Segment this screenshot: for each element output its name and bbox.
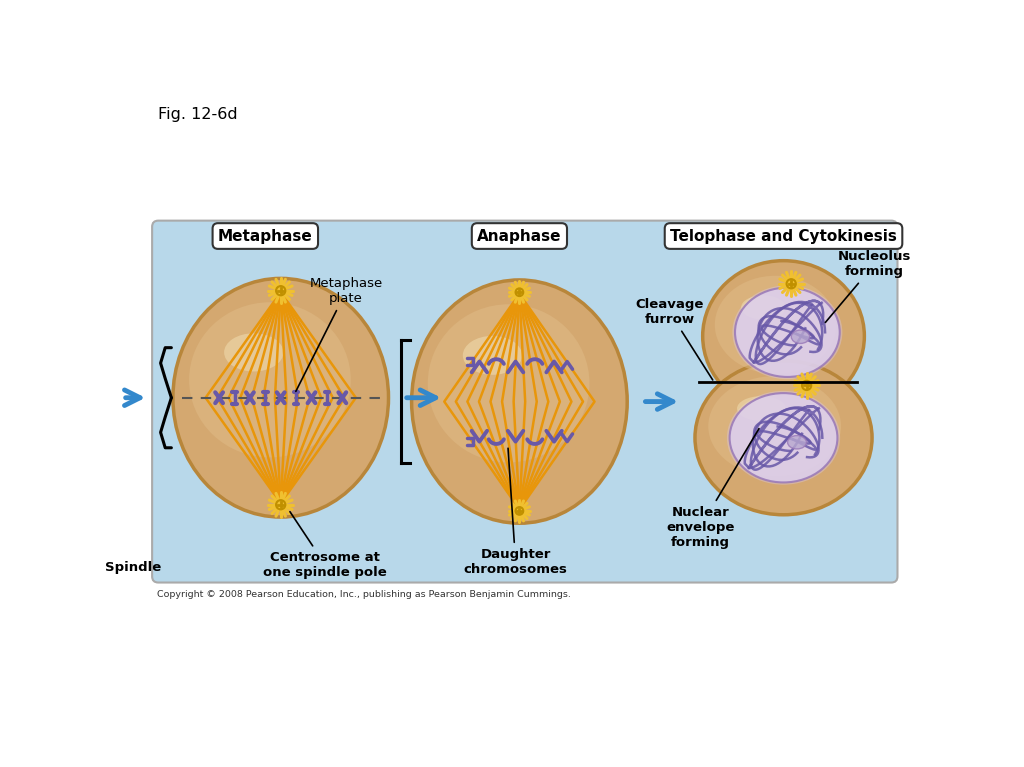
Ellipse shape [715,276,836,374]
Circle shape [802,380,811,390]
Circle shape [276,500,286,509]
Ellipse shape [787,436,807,449]
Ellipse shape [428,304,590,463]
Ellipse shape [463,336,522,375]
Text: Daughter
chromosomes: Daughter chromosomes [464,448,567,576]
Ellipse shape [695,360,872,515]
Text: Spindle: Spindle [104,561,161,574]
Text: Anaphase: Anaphase [477,229,561,244]
Ellipse shape [412,280,628,523]
Text: Metaphase
plate: Metaphase plate [296,278,383,391]
Ellipse shape [730,393,838,482]
Circle shape [515,507,523,515]
Ellipse shape [702,261,864,412]
Text: Nuclear
envelope
forming: Nuclear envelope forming [667,429,759,548]
Ellipse shape [732,285,843,379]
Text: Centrosome at
one spindle pole: Centrosome at one spindle pole [263,512,387,579]
Text: Cleavage
furrow: Cleavage furrow [635,298,713,380]
Ellipse shape [173,278,388,517]
Ellipse shape [727,391,840,485]
Ellipse shape [741,295,785,320]
Text: Copyright © 2008 Pearson Education, Inc., publishing as Pearson Benjamin Cumming: Copyright © 2008 Pearson Education, Inc.… [157,591,570,599]
Text: Nucleolus
forming: Nucleolus forming [825,250,911,322]
Text: Telophase and Cytokinesis: Telophase and Cytokinesis [670,229,897,244]
Ellipse shape [709,376,841,476]
Ellipse shape [737,397,785,421]
Circle shape [276,286,286,295]
Ellipse shape [792,330,810,344]
Ellipse shape [735,288,840,377]
Text: Fig. 12-6d: Fig. 12-6d [158,107,238,122]
Ellipse shape [189,302,351,457]
Circle shape [786,279,796,288]
Text: Metaphase: Metaphase [218,229,312,244]
Ellipse shape [224,334,284,371]
FancyBboxPatch shape [153,221,897,582]
Circle shape [515,288,523,296]
